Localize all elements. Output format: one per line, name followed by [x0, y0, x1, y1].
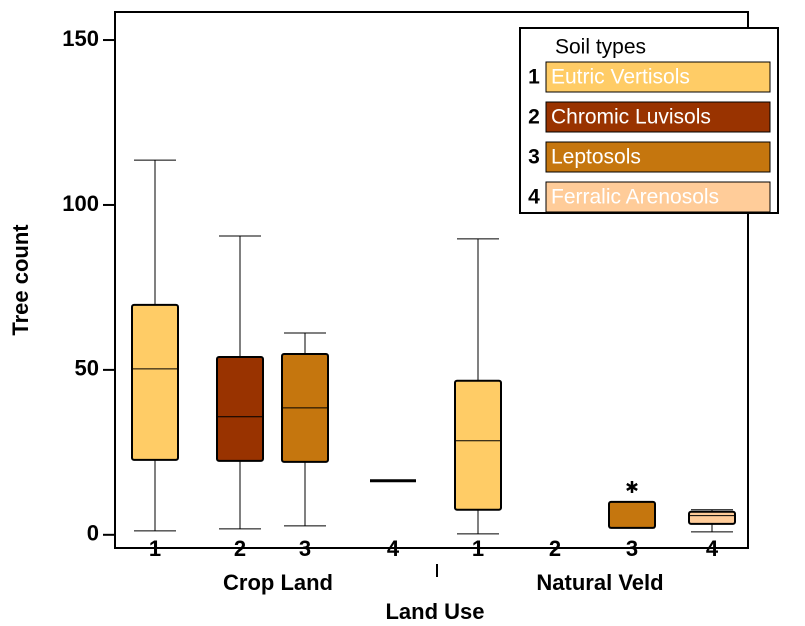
outlier-stroke	[626, 482, 638, 492]
x-tick-label: 2	[234, 536, 246, 561]
legend-number: 1	[528, 66, 540, 89]
outlier	[626, 480, 638, 493]
legend-label: Leptosols	[551, 146, 641, 169]
x-tick-label: 3	[626, 536, 638, 561]
x-tick-label: 3	[299, 536, 311, 561]
box	[454, 379, 502, 511]
y-tick-label: 150	[62, 26, 99, 51]
legend-label: Eutric Vertisols	[551, 66, 690, 89]
legend-number: 2	[528, 106, 540, 129]
y-tick-label: 0	[87, 521, 99, 546]
group-label: Crop Land	[223, 570, 333, 595]
legend-number: 3	[528, 146, 540, 169]
legend-swatch	[545, 61, 771, 93]
legend: Soil types 1 Eutric Vertisols 2 Chromic Luv…	[519, 27, 779, 214]
x-tick-label: 1	[149, 536, 161, 561]
group-label: Natural Veld	[536, 570, 663, 595]
x-tick-label: 4	[706, 536, 719, 561]
box	[688, 510, 736, 525]
box	[608, 500, 656, 529]
x-axis-label: Land Use	[385, 599, 484, 624]
legend-label: Ferralic Arenosols	[551, 186, 719, 209]
y-tick-label: 50	[75, 356, 99, 381]
x-tick-label: 1	[472, 536, 484, 561]
x-tick-label: 4	[387, 536, 400, 561]
x-tick-label: 2	[549, 536, 561, 561]
legend-title: Soil types	[555, 36, 646, 59]
box	[216, 356, 264, 462]
legend-number: 4	[528, 186, 540, 209]
legend-swatch	[545, 181, 771, 213]
y-tick-label: 100	[62, 191, 99, 216]
plot-frame	[114, 11, 749, 549]
legend-swatch	[545, 101, 771, 133]
legend-swatch	[545, 141, 771, 173]
legend-label: Chromic Luvisols	[551, 106, 711, 129]
y-axis-label: Tree count	[8, 224, 33, 336]
box	[131, 303, 179, 461]
